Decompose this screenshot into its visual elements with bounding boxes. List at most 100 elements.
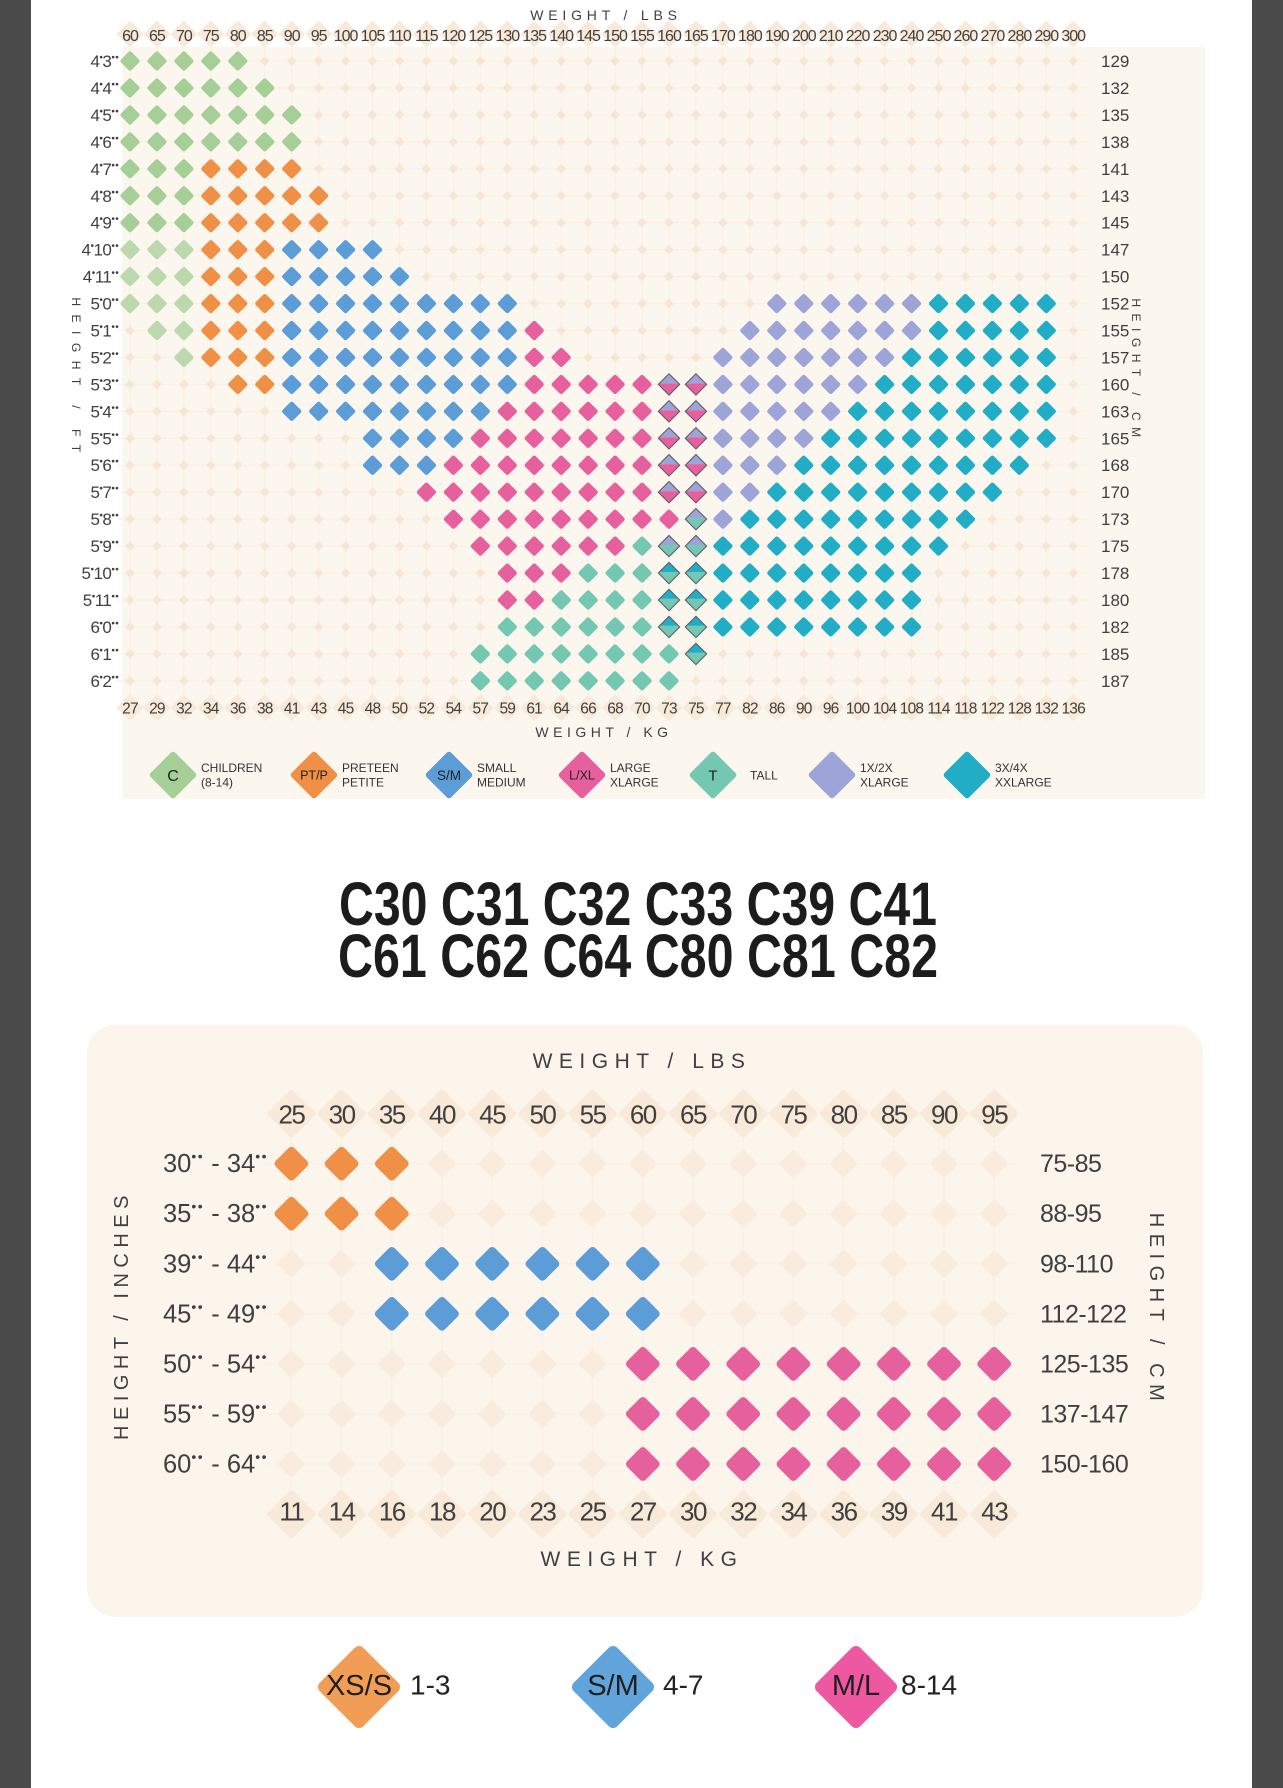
- svg-text:70: 70: [176, 28, 193, 45]
- svg-text:137-147: 137-147: [1040, 1401, 1128, 1429]
- svg-text:66: 66: [580, 701, 596, 718]
- svg-text:36: 36: [831, 1497, 858, 1527]
- svg-text:3X/4X: 3X/4X: [995, 761, 1028, 775]
- svg-text:110: 110: [388, 28, 412, 45]
- svg-text:250: 250: [927, 28, 952, 45]
- svg-text:145: 145: [576, 28, 601, 45]
- svg-text:90: 90: [931, 1099, 958, 1129]
- svg-text:C30 C31 C32 C33 C39 C41: C30 C31 C32 C33 C39 C41: [339, 870, 937, 938]
- svg-text:48: 48: [365, 701, 381, 718]
- svg-text:150: 150: [1101, 268, 1129, 287]
- svg-text:60•• - 64••: 60•• - 64••: [163, 1449, 268, 1479]
- svg-text:73: 73: [661, 701, 677, 718]
- svg-text:T: T: [708, 767, 717, 784]
- svg-text:145: 145: [1101, 214, 1129, 233]
- svg-text:100: 100: [334, 28, 359, 45]
- svg-text:240: 240: [900, 28, 925, 45]
- svg-text:14: 14: [329, 1497, 356, 1527]
- svg-text:S/M: S/M: [437, 768, 461, 783]
- svg-text:88-95: 88-95: [1040, 1200, 1101, 1228]
- svg-text:WEIGHT / LBS: WEIGHT / LBS: [530, 7, 681, 23]
- svg-text:115: 115: [415, 28, 439, 45]
- svg-text:XXLARGE: XXLARGE: [995, 776, 1052, 790]
- svg-text:38: 38: [257, 701, 273, 718]
- svg-text:165: 165: [684, 28, 709, 45]
- svg-text:4-7: 4-7: [663, 1670, 703, 1701]
- svg-text:S/M: S/M: [587, 1670, 639, 1702]
- svg-text:85: 85: [257, 28, 274, 45]
- svg-text:98-110: 98-110: [1040, 1250, 1113, 1278]
- svg-text:PT/P: PT/P: [300, 769, 328, 783]
- svg-text:280: 280: [1008, 28, 1033, 45]
- svg-text:128: 128: [1008, 701, 1032, 718]
- svg-text:39: 39: [881, 1497, 908, 1527]
- svg-text:136: 136: [1061, 701, 1085, 718]
- svg-text:35: 35: [379, 1099, 406, 1129]
- svg-text:35•• - 38••: 35•• - 38••: [163, 1198, 268, 1228]
- svg-text:C61 C62 C64 C80 C81 C82: C61 C62 C64 C80 C81 C82: [338, 922, 938, 990]
- svg-text:25: 25: [580, 1497, 607, 1527]
- svg-text:SMALL: SMALL: [477, 761, 517, 775]
- svg-text:132: 132: [1101, 79, 1129, 98]
- svg-text:80: 80: [230, 28, 247, 45]
- svg-text:147: 147: [1101, 241, 1129, 260]
- svg-text:16: 16: [379, 1497, 406, 1527]
- svg-text:170: 170: [1101, 483, 1129, 502]
- svg-text:130: 130: [495, 28, 520, 45]
- svg-text:155: 155: [1101, 322, 1129, 341]
- svg-text:18: 18: [429, 1497, 456, 1527]
- svg-text:132: 132: [1035, 701, 1059, 718]
- svg-text:57: 57: [472, 701, 488, 718]
- svg-text:30•• - 34••: 30•• - 34••: [163, 1148, 268, 1178]
- svg-text:40: 40: [429, 1099, 456, 1129]
- svg-text:M/L: M/L: [832, 1670, 880, 1702]
- svg-text:34: 34: [203, 701, 220, 718]
- svg-text:32: 32: [730, 1497, 757, 1527]
- svg-text:120: 120: [442, 28, 467, 45]
- svg-text:45•• - 49••: 45•• - 49••: [163, 1298, 268, 1328]
- svg-text:55•• - 59••: 55•• - 59••: [163, 1399, 268, 1429]
- svg-text:125-135: 125-135: [1040, 1350, 1128, 1378]
- svg-text:(8-14): (8-14): [201, 776, 233, 790]
- svg-text:60: 60: [630, 1099, 657, 1129]
- svg-text:8-14: 8-14: [901, 1670, 957, 1701]
- svg-text:36: 36: [230, 701, 246, 718]
- svg-text:165: 165: [1101, 429, 1129, 448]
- svg-text:160: 160: [1101, 375, 1129, 394]
- svg-text:41: 41: [284, 701, 300, 718]
- svg-text:20: 20: [479, 1497, 506, 1527]
- svg-text:PETITE: PETITE: [342, 776, 384, 790]
- svg-text:32: 32: [176, 701, 192, 718]
- svg-text:27: 27: [122, 701, 138, 718]
- svg-text:68: 68: [607, 701, 623, 718]
- svg-text:TALL: TALL: [750, 768, 778, 782]
- svg-text:141: 141: [1101, 160, 1129, 179]
- svg-text:138: 138: [1101, 133, 1129, 152]
- svg-text:160: 160: [657, 28, 682, 45]
- svg-text:82: 82: [742, 701, 758, 718]
- svg-text:200: 200: [792, 28, 817, 45]
- svg-text:86: 86: [769, 701, 785, 718]
- svg-text:260: 260: [954, 28, 979, 45]
- svg-text:43: 43: [311, 701, 327, 718]
- svg-text:HEIGHT / CM: HEIGHT / CM: [1145, 1213, 1167, 1407]
- svg-text:104: 104: [873, 701, 898, 718]
- svg-text:CHILDREN: CHILDREN: [201, 761, 262, 775]
- svg-text:155: 155: [630, 28, 655, 45]
- svg-text:WEIGHT / LBS: WEIGHT / LBS: [533, 1050, 752, 1073]
- svg-text:150-160: 150-160: [1040, 1451, 1128, 1479]
- svg-text:95: 95: [311, 28, 328, 45]
- svg-text:230: 230: [873, 28, 898, 45]
- svg-text:70: 70: [730, 1099, 757, 1129]
- svg-text:41: 41: [931, 1497, 958, 1527]
- svg-text:MEDIUM: MEDIUM: [477, 776, 526, 790]
- svg-text:1-3: 1-3: [410, 1670, 450, 1701]
- svg-text:290: 290: [1034, 28, 1059, 45]
- svg-text:112-122: 112-122: [1040, 1300, 1126, 1328]
- svg-text:135: 135: [1101, 106, 1129, 125]
- svg-text:55: 55: [580, 1099, 607, 1129]
- svg-text:122: 122: [981, 701, 1005, 718]
- svg-text:129: 129: [1101, 52, 1129, 71]
- svg-text:300: 300: [1061, 28, 1086, 45]
- svg-text:185: 185: [1101, 645, 1129, 664]
